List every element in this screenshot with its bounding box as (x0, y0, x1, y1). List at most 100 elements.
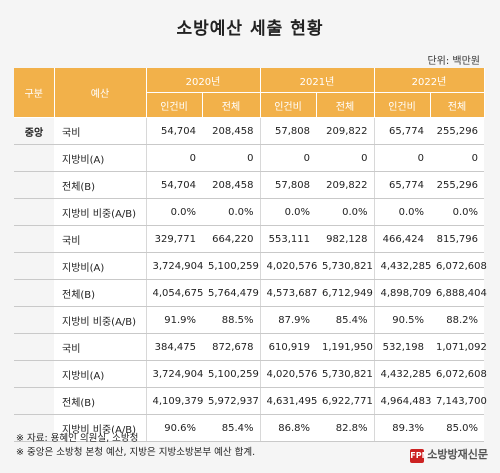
cell-value: 553,111 (259, 225, 316, 253)
table-row: 지방비(A) 3,724,904 5,100,259 4,020,576 5,730,8… (14, 252, 487, 280)
table-body: 중앙 국비 54,704 208,458 57,808 209,822 65,774 255,… (14, 117, 487, 442)
publisher-logo: FPN소방방재신문 (410, 446, 488, 463)
row-category (14, 387, 54, 415)
cell-value: 209,822 (316, 117, 374, 145)
row-category (14, 225, 54, 253)
row-label: 지방비 비중(A/B) (54, 414, 146, 442)
cell-value: 872,678 (202, 333, 260, 361)
row-category (14, 360, 54, 388)
row-label: 지방비(A) (54, 144, 146, 172)
table-row: 지방비(A) 0 0 0 0 0 0 (14, 144, 484, 172)
cell-value: 4,573,687 (259, 279, 317, 307)
cell-value: 88.5% (202, 306, 260, 334)
cell-value: 532,198 (373, 333, 430, 361)
budget-table: 구분 예산 2020년 2021년 2022년 인건비 전체 인건비 전체 인건… (14, 68, 487, 442)
cell-value: 7,143,700 (430, 387, 487, 415)
row-label: 전체(B) (54, 171, 146, 199)
row-category: 중앙 (14, 117, 54, 145)
row-category (14, 171, 54, 199)
cell-value: 0.0% (145, 198, 202, 226)
row-category (14, 333, 54, 361)
cell-value: 1,191,950 (316, 333, 374, 361)
row-category (14, 414, 54, 442)
cell-value: 85.4% (202, 414, 260, 442)
cell-value: 85.4% (316, 306, 374, 334)
header-year-2022: 2022년 (374, 68, 485, 93)
row-category (14, 306, 54, 334)
cell-value: 0.0% (316, 198, 374, 226)
cell-value: 65,774 (373, 117, 430, 145)
cell-value: 5,972,937 (202, 387, 260, 415)
cell-value: 82.8% (316, 414, 374, 442)
header-budget: 예산 (54, 68, 147, 118)
row-category (14, 144, 54, 172)
cell-value: 329,771 (145, 225, 202, 253)
row-label: 지방비(A) (54, 252, 146, 280)
cell-value: 5,100,259 (202, 360, 260, 388)
header-year-2021: 2021년 (260, 68, 375, 93)
row-label: 국비 (54, 225, 146, 253)
table-row: 국비 384,475 872,678 610,919 1,191,950 532,198 1… (14, 333, 487, 361)
row-category (14, 252, 54, 280)
table-row: 지방비(A) 3,724,904 5,100,259 4,020,576 5,730,8… (14, 360, 487, 388)
table-row: 전체(B) 4,054,675 5,764,479 4,573,687 6,712,94… (14, 279, 487, 307)
cell-value: 4,020,576 (259, 360, 317, 388)
row-category (14, 279, 54, 307)
logo-mark-icon: FPN (410, 449, 428, 463)
cell-value: 5,100,259 (202, 252, 260, 280)
cell-value: 90.5% (373, 306, 430, 334)
cell-value: 4,109,379 (145, 387, 203, 415)
header-year-2020: 2020년 (146, 68, 261, 93)
cell-value: 91.9% (145, 306, 202, 334)
table-row: 중앙 국비 54,704 208,458 57,808 209,822 65,774 255,… (14, 117, 484, 145)
cell-value: 4,054,675 (145, 279, 203, 307)
cell-value: 5,730,821 (316, 252, 374, 280)
cell-value: 85.0% (430, 414, 484, 442)
cell-value: 610,919 (259, 333, 316, 361)
cell-value: 208,458 (202, 117, 260, 145)
cell-value: 6,712,949 (316, 279, 374, 307)
table-row: 지방비 비중(A/B) 91.9% 88.5% 87.9% 85.4% 90.5% 88.2… (14, 306, 484, 334)
row-label: 전체(B) (54, 387, 146, 415)
cell-value: 4,964,483 (373, 387, 431, 415)
cell-value: 6,072,608 (430, 252, 487, 280)
row-label: 국비 (54, 117, 146, 145)
header-group: 구분 (14, 68, 55, 118)
cell-value: 6,072,608 (430, 360, 487, 388)
cell-value: 3,724,904 (145, 252, 203, 280)
cell-value: 1,071,092 (430, 333, 487, 361)
footer-source: ※ 자료: 용혜인 의원실, 소방청 (16, 433, 139, 444)
cell-value: 0 (430, 144, 484, 172)
cell-value: 88.2% (430, 306, 484, 334)
cell-value: 466,424 (373, 225, 430, 253)
cell-value: 208,458 (202, 171, 260, 199)
row-label: 지방비 비중(A/B) (54, 198, 146, 226)
cell-value: 4,432,285 (373, 360, 431, 388)
page-title: 소방예산 세출 현황 (176, 19, 324, 39)
cell-value: 6,888,404 (430, 279, 487, 307)
cell-value: 0 (373, 144, 430, 172)
cell-value: 0 (145, 144, 202, 172)
footer-note: ※ 중앙은 소방청 본청 예산, 지방은 지방소방본부 예산 합계. (16, 447, 256, 458)
table-row: 전체(B) 54,704 208,458 57,808 209,822 65,774 255… (14, 171, 484, 199)
cell-value: 664,220 (202, 225, 260, 253)
cell-value: 4,020,576 (259, 252, 317, 280)
table-row: 국비 329,771 664,220 553,111 982,128 466,424 815… (14, 225, 484, 253)
cell-value: 57,808 (259, 171, 316, 199)
cell-value: 5,764,479 (202, 279, 260, 307)
cell-value: 54,704 (145, 171, 202, 199)
row-category (14, 198, 54, 226)
header-sub-total: 전체 (202, 92, 261, 118)
row-label: 국비 (54, 333, 146, 361)
cell-value: 86.8% (259, 414, 316, 442)
unit-label: 단위: 백만원 (427, 56, 480, 67)
cell-value: 90.6% (145, 414, 202, 442)
cell-value: 0.0% (430, 198, 484, 226)
cell-value: 3,724,904 (145, 360, 203, 388)
header-sub-total: 전체 (316, 92, 375, 118)
cell-value: 255,296 (430, 117, 484, 145)
cell-value: 4,898,709 (373, 279, 431, 307)
cell-value: 4,432,285 (373, 252, 431, 280)
cell-value: 87.9% (259, 306, 316, 334)
cell-value: 4,631,495 (259, 387, 317, 415)
